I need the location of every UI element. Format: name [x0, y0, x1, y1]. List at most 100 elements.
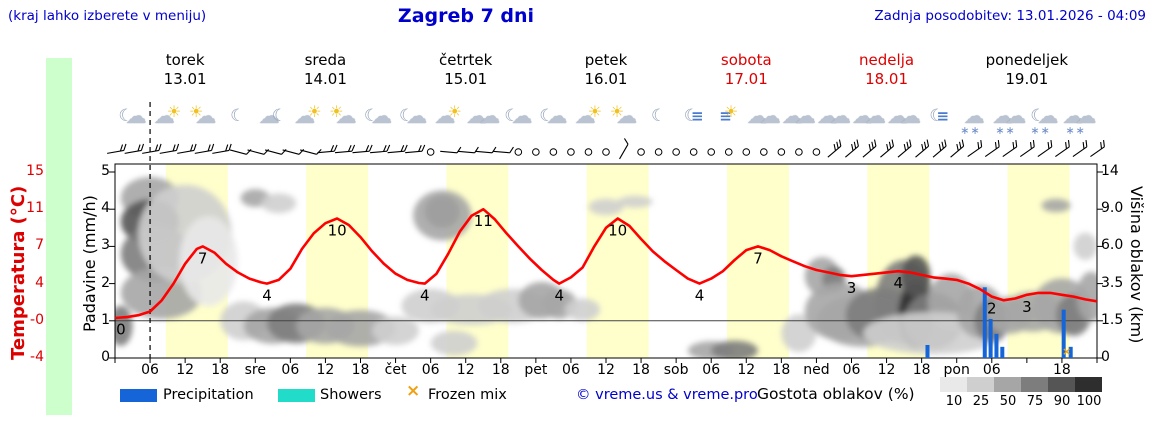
sun-icon: ☀: [329, 101, 344, 121]
sun-icon: ☀: [609, 101, 625, 121]
cloud-icon: ☁: [406, 103, 428, 128]
moon-icon: ☾: [271, 105, 287, 126]
day-date: 17.01: [724, 70, 768, 88]
x-axis-hour-label: 06: [141, 362, 159, 378]
weather-icon: ☁ ∗∗: [955, 99, 993, 136]
cloud-icon: ☁: [511, 103, 533, 128]
precipitation-tick-label: 2: [101, 274, 110, 291]
x-axis-hour-label: 18: [912, 362, 931, 378]
cloud-height-tick-label: 3.5: [1101, 274, 1124, 291]
sun-icon: ☀: [587, 101, 603, 121]
cloud-density-scale-segment: [1048, 377, 1075, 392]
cloud-icon: ☁: [963, 103, 985, 128]
weather-icon: ☁ ☀: [429, 99, 467, 133]
x-axis-day-label: sre: [244, 362, 266, 378]
temperature-point-label: 0: [116, 321, 126, 339]
cloud-icon: ☁: [852, 103, 874, 128]
cloud-layers: [115, 176, 1097, 358]
weather-icon: ☾: [640, 99, 678, 133]
cloud-icon: ☁: [258, 103, 280, 128]
fog-icon: ≡: [691, 106, 704, 125]
x-axis-hour-label: 18: [632, 362, 650, 378]
weather-icon: ☁ ☁: [850, 99, 888, 133]
page-title: Zagreb 7 dni: [397, 5, 535, 27]
copyright-link[interactable]: © vreme.us & vreme.pro: [576, 387, 758, 403]
weather-icon: ☁ ☀: [289, 99, 327, 133]
cloud-density-scale-label: 50: [999, 394, 1017, 409]
x-axis-hour-label: 06: [421, 362, 440, 378]
cloud-icon: ☁: [865, 103, 887, 128]
weather-icon: ☾ ☁ ∗∗: [1025, 99, 1063, 136]
day-name-torek: torek: [165, 51, 205, 69]
moon-icon: ☾: [363, 105, 380, 126]
cloud-icon: ☁: [125, 103, 147, 128]
cloud-density-scale-segment: [1021, 377, 1048, 392]
cloud-density-scale-label: 90: [1053, 394, 1071, 409]
day-name-petek: petek: [584, 51, 628, 69]
fog-icon: ≡: [936, 106, 950, 125]
temperature-tick-label: 11: [26, 200, 44, 217]
x-axis-hour-label: 06: [842, 362, 861, 378]
x-axis-hour-label: 06: [982, 362, 1001, 378]
cloud-density-scale-label: 25: [972, 394, 990, 409]
temperature-point-label: 10: [328, 222, 347, 240]
temperature-point-label: 11: [474, 212, 493, 230]
weather-icon: ☾ ☁: [394, 99, 432, 133]
x-axis-hour-label: 12: [737, 362, 756, 378]
cloud-height-tick-label: 1.5: [1101, 311, 1124, 328]
frozen-mix-icon: ×: [406, 381, 421, 401]
weather-icon: ☾ ☁: [499, 99, 537, 133]
cloud-icon: ☁: [887, 103, 909, 128]
cloud-icon: ☁: [900, 103, 922, 128]
temperature-tick-label: 15: [26, 163, 44, 179]
cloud-density-scale-segment: [967, 377, 994, 392]
x-axis-hour-label: 12: [456, 362, 475, 378]
cloud-icon: ☁: [829, 103, 851, 128]
sun-icon: ☀: [166, 101, 182, 121]
precipitation-swatch: [120, 389, 157, 402]
sun-icon: ☀: [447, 101, 462, 121]
legend-frozen-mix-label: Frozen mix: [428, 387, 507, 403]
cloud-icon: ☁: [1075, 103, 1097, 128]
day-name-sreda: sreda: [304, 51, 347, 69]
sun-icon: ☀: [307, 101, 322, 121]
moon-icon: ☾: [539, 105, 555, 126]
x-axis-day-label: ned: [803, 362, 830, 378]
legend-showers-label: Showers: [320, 387, 382, 403]
last-update-text: Zadnja posodobitev: 13.01.2026 - 04:09: [874, 8, 1146, 24]
wind-barbs-row: [107, 138, 1105, 160]
x-axis-hour-label: 06: [281, 362, 300, 378]
temperature-point-label: 10: [608, 222, 627, 240]
cloud-density-scale-label: 100: [1076, 394, 1102, 409]
cloud-icon: ☁: [371, 103, 393, 128]
day-name-ponedeljek: ponedeljek: [985, 51, 1069, 69]
precipitation-tick-label: 1: [101, 311, 110, 328]
day-date: 15.01: [444, 70, 488, 88]
cloud-icon: ☁: [1037, 103, 1059, 128]
cloud-icon: ☁: [616, 103, 638, 128]
weather-icon: ☾ ☁: [114, 99, 152, 133]
day-name-nedelja: nedelja: [859, 51, 915, 69]
cloud-icon: ☁: [1005, 103, 1027, 128]
cloud-icon: ☁: [781, 103, 803, 128]
x-axis-hour-label: 12: [316, 362, 335, 378]
temperature-point-label: 4: [554, 287, 564, 305]
snow-icon: ∗∗: [995, 124, 1016, 137]
sun-icon: ☀: [189, 101, 204, 121]
moon-icon: ☾: [504, 105, 520, 126]
precipitation-tick-label: 5: [101, 163, 110, 179]
frozen-mix-marker: ×: [1062, 345, 1071, 358]
cloud-icon: ☁: [546, 103, 568, 128]
fog-icon: ≡: [719, 106, 732, 125]
temperature-axis-strip: [46, 58, 72, 415]
cloud-icon: ☁: [153, 103, 175, 128]
x-axis-hour-label: 12: [176, 362, 195, 378]
x-axis-hour-label: 12: [597, 362, 615, 378]
weather-icon: ≡ ☀: [710, 99, 748, 133]
weather-icon: ☁ ☁: [780, 99, 818, 133]
temperature-tick-label: -4: [30, 349, 44, 365]
cloud-icon: ☁: [434, 103, 456, 128]
moon-icon: ☾: [1030, 105, 1046, 126]
x-axis-day-label: sob: [663, 362, 689, 378]
